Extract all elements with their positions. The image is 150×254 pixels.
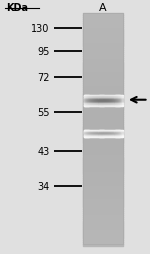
Text: 34: 34 xyxy=(37,182,50,192)
Text: 55: 55 xyxy=(37,108,50,118)
Text: 130: 130 xyxy=(31,24,50,34)
Text: 72: 72 xyxy=(37,72,50,83)
Text: KDa: KDa xyxy=(6,3,28,12)
Bar xyxy=(83,14,123,244)
Text: A: A xyxy=(99,3,106,12)
Text: 43: 43 xyxy=(37,146,50,156)
Text: 95: 95 xyxy=(37,47,50,57)
